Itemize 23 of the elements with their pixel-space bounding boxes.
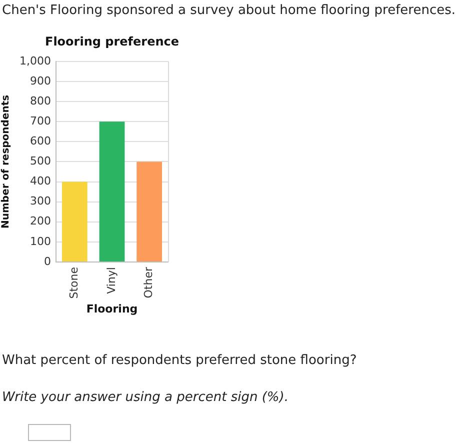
- x-tick-label: Vinyl: [104, 267, 118, 294]
- y-tick-label: 700: [30, 114, 51, 128]
- y-tick-label: 0: [44, 254, 51, 268]
- x-tick-label: Stone: [68, 266, 81, 299]
- y-tick-label: 200: [30, 214, 51, 228]
- text: What percent of respondents preferred stone flooring?: [2, 353, 357, 369]
- bar: [136, 162, 162, 262]
- y-tick-label: 100: [30, 234, 51, 248]
- x-axis-title: Flooring: [86, 302, 138, 316]
- y-tick-label: 900: [30, 74, 51, 88]
- bar: [99, 122, 125, 262]
- bar: [62, 182, 88, 262]
- text: Chen's Flooring sponsored a survey about home flooring preferences.: [2, 3, 456, 19]
- y-tick-label: 500: [30, 154, 51, 168]
- y-tick-label: 1,000: [20, 54, 51, 68]
- y-tick-label: 400: [30, 174, 51, 188]
- y-tick-label: 600: [30, 134, 51, 148]
- chart-title: Flooring preference: [45, 34, 179, 48]
- x-tick-label: Other: [142, 266, 156, 298]
- text: Write your answer using a percent sign (%).: [2, 390, 288, 406]
- y-tick-label: 800: [30, 94, 51, 108]
- y-axis-title: Number of respondents: [0, 94, 12, 228]
- y-tick-label: 300: [30, 194, 51, 208]
